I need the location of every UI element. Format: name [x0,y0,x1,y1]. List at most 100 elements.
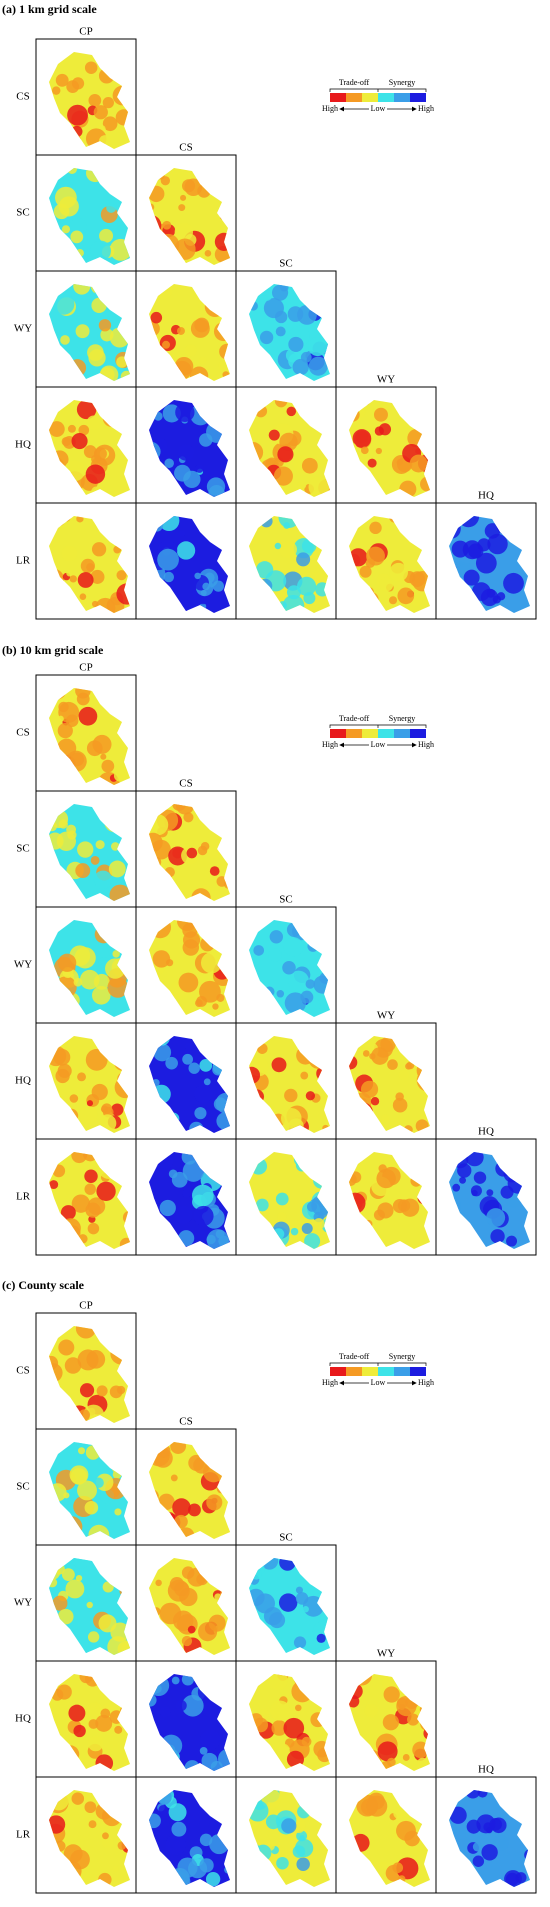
map-patch [98,135,112,148]
map-patch [251,1638,259,1646]
map-patch [277,446,294,463]
map-patch [149,351,160,363]
map-patch [305,1790,327,1803]
row-label: CS [16,727,29,739]
map-patch [254,404,268,418]
map-patch [293,1153,307,1167]
map-patch [83,445,97,459]
map-patch [463,1876,476,1887]
map-patch [449,1197,462,1214]
map-patch [498,1879,505,1886]
map-cell [235,1138,337,1256]
map-patch [487,533,508,555]
legend-high-left: High [322,740,338,749]
map-patch [399,480,417,497]
map-patch [204,168,216,176]
map-patch [95,1754,114,1771]
map-patch [221,1675,230,1691]
map-patch [61,516,71,522]
map-patch [66,133,82,149]
map-patch [77,841,94,858]
map-patch [320,1845,330,1855]
legend-synergy: Synergy [389,78,416,87]
map-patch [264,986,275,997]
map-patch [61,1674,70,1679]
map-patch [164,866,175,878]
map-patch [209,866,220,876]
map-patch [209,1834,230,1855]
map-patch [162,220,172,230]
map-patch [308,1049,329,1069]
legend: Trade-off Synergy High Low High [322,1352,434,1387]
map-patch [313,1172,330,1189]
map-patch [121,180,130,197]
map-patch [149,814,169,836]
map-patch [160,1523,173,1536]
map-patch [98,808,107,817]
map-patch [288,1118,304,1133]
map-patch [61,134,69,142]
map-patch [98,1114,117,1132]
map-cell [35,38,137,156]
legend-swatch [362,93,378,102]
row-label: WY [14,959,32,971]
map-patch [263,1607,283,1626]
map-patch [175,1699,187,1712]
map-patch [449,518,461,539]
map-patch [499,1155,516,1172]
map-patch [49,462,60,477]
map-patch [77,1072,86,1082]
map-patch [253,1717,269,1733]
map-patch [486,1208,506,1228]
map-cell [35,1312,137,1430]
map-patch [71,1792,85,1805]
map-patch [95,840,105,850]
map-patch [360,400,371,406]
map-patch [260,1757,272,1769]
map-patch [305,979,315,989]
map-patch [67,168,78,174]
map-patch [111,1103,124,1116]
map-patch [249,1800,269,1822]
map-region [349,400,430,497]
map-patch [398,1069,410,1081]
map-patch [420,476,430,492]
map-cell [35,1776,137,1894]
map-patch [360,1798,378,1816]
map-patch [420,400,430,411]
map-patch [112,950,120,958]
cell-border [435,1138,537,1256]
map-patch [182,931,201,949]
map-patch [107,977,129,998]
map-patch [85,1445,101,1460]
map-patch [93,105,108,120]
map-patch [424,1183,430,1192]
map-patch [64,246,74,257]
map-patch [307,1159,323,1175]
map-patch [167,1112,180,1125]
map-patch [75,249,84,257]
map-patch [222,371,230,379]
map-patch [64,1357,82,1374]
map-patch [49,1398,58,1413]
map-patch [349,1735,355,1742]
map-patch [206,420,228,443]
map-patch [114,1725,123,1734]
map-patch [49,456,65,478]
cell-border [435,502,537,620]
map-patch [295,1586,303,1594]
map-patch [296,1857,310,1871]
map-patch [149,1693,157,1707]
map-patch [273,1228,285,1240]
map-patch [302,1564,317,1579]
map-patch [49,110,62,124]
map-patch [176,326,185,335]
map-patch [178,1230,195,1247]
map-patch [249,1066,261,1084]
map-patch [49,1152,62,1161]
map-patch [51,1612,59,1619]
map-patch [53,1563,65,1575]
map-patch [420,1717,430,1731]
map-patch [56,1526,70,1539]
map-patch [76,400,97,420]
